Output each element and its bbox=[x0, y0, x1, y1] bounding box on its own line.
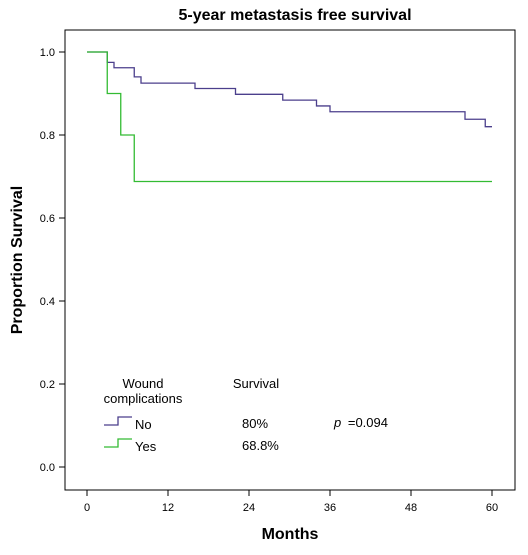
y-tick-label: 0.2 bbox=[40, 379, 55, 391]
legend-survival-no: 80% bbox=[242, 416, 268, 431]
x-tick-label: 48 bbox=[405, 502, 417, 514]
legend-survival-yes: 68.8% bbox=[242, 438, 279, 453]
legend-rows: No 80% Yes 68.8% bbox=[104, 416, 279, 454]
y-tick-label: 0.0 bbox=[40, 462, 55, 474]
legend: Wound complications Survival No 80% Yes 68.… bbox=[104, 376, 388, 454]
survival-curves bbox=[87, 51, 492, 183]
series-line-no bbox=[87, 51, 492, 128]
legend-label-yes: Yes bbox=[135, 439, 157, 454]
y-tick-label: 0.4 bbox=[40, 296, 55, 308]
legend-title-line1: Wound bbox=[123, 376, 164, 391]
x-tick-label: 24 bbox=[243, 502, 255, 514]
chart-title: 5-year metastasis free survival bbox=[178, 7, 411, 24]
x-tick-label: 12 bbox=[162, 502, 174, 514]
y-tick-label: 0.6 bbox=[40, 213, 55, 225]
x-tick-label: 36 bbox=[324, 502, 336, 514]
x-axis-label: Months bbox=[262, 526, 319, 543]
legend-label-no: No bbox=[135, 417, 152, 432]
y-tick-label: 0.8 bbox=[40, 130, 55, 142]
plot-frame bbox=[64, 29, 516, 491]
y-axis-ticks: 0.0 0.2 0.4 0.6 0.8 1.0 bbox=[40, 47, 65, 474]
p-symbol: p bbox=[333, 415, 341, 430]
p-value: =0.094 bbox=[348, 415, 388, 430]
legend-swatch-yes bbox=[104, 438, 132, 448]
p-value-annotation: p =0.094 bbox=[333, 415, 388, 430]
x-tick-label: 60 bbox=[486, 502, 498, 514]
legend-title-line2: complications bbox=[104, 391, 183, 406]
y-tick-label: 1.0 bbox=[40, 47, 55, 59]
y-axis-label: Proportion Survival bbox=[9, 186, 26, 334]
legend-survival-header: Survival bbox=[233, 376, 279, 391]
x-axis-ticks: 0 12 24 36 48 60 bbox=[84, 490, 498, 514]
x-tick-label: 0 bbox=[84, 502, 90, 514]
legend-swatch-no bbox=[104, 416, 132, 426]
series-line-yes bbox=[87, 51, 492, 183]
